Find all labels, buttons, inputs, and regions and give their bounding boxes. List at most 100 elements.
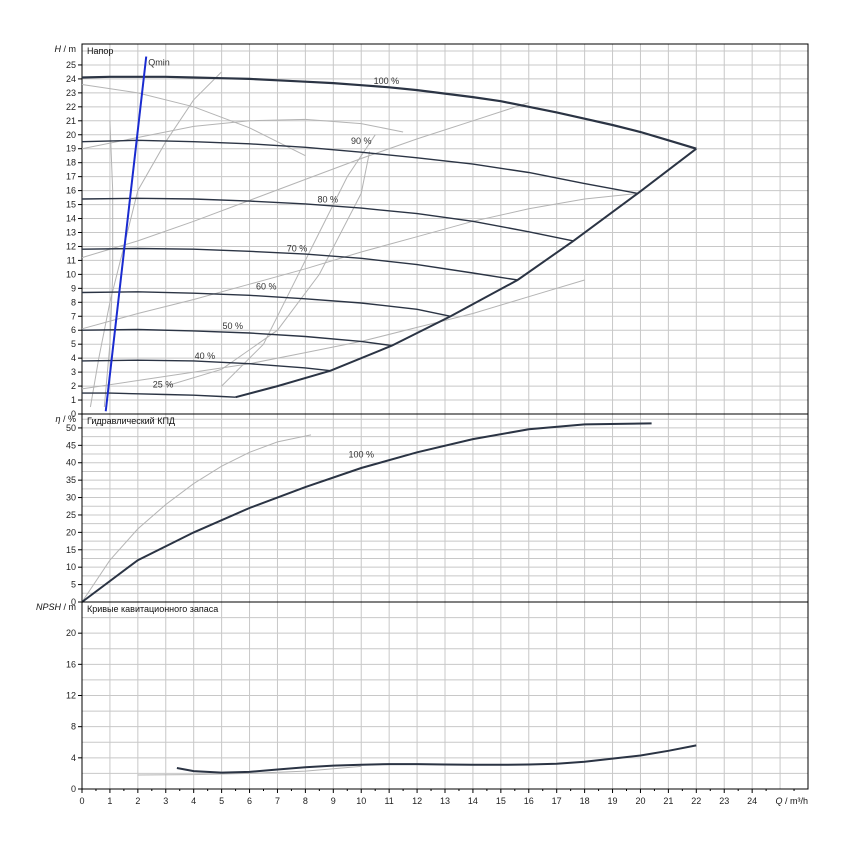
y-tick-label: 12 bbox=[66, 241, 76, 251]
series-curve bbox=[81, 422, 652, 603]
x-tick-label: 15 bbox=[496, 796, 506, 806]
y-tick-label: 3 bbox=[71, 367, 76, 377]
y-tick-label: 16 bbox=[66, 659, 76, 669]
series-curve bbox=[82, 392, 236, 398]
y-tick-label: 8 bbox=[71, 297, 76, 307]
y-tick-label: 40 bbox=[66, 458, 76, 468]
x-tick-label: 24 bbox=[747, 796, 757, 806]
x-tick-label: 12 bbox=[412, 796, 422, 806]
y-tick-label: 20 bbox=[66, 130, 76, 140]
y-tick-label: 2 bbox=[71, 381, 76, 391]
y-tick-label: 9 bbox=[71, 283, 76, 293]
series-curve bbox=[81, 139, 638, 195]
efficiency-iso-curve bbox=[221, 134, 376, 387]
y-tick-label: 4 bbox=[71, 753, 76, 763]
series-curve bbox=[81, 197, 574, 242]
x-tick-label: 16 bbox=[524, 796, 534, 806]
y-tick-label: 5 bbox=[71, 580, 76, 590]
curve-label: 40 % bbox=[195, 351, 216, 361]
x-tick-label: 4 bbox=[191, 796, 196, 806]
x-axis-label: Q / m³/h bbox=[775, 796, 808, 806]
y-tick-label: 8 bbox=[71, 722, 76, 732]
series-curve bbox=[81, 359, 331, 372]
curve-label: 100 % bbox=[374, 76, 400, 86]
y-axis-label: H / m bbox=[55, 44, 77, 54]
x-tick-label: 8 bbox=[303, 796, 308, 806]
y-tick-label: 15 bbox=[66, 200, 76, 210]
efficiency-iso-curve bbox=[103, 120, 114, 408]
y-tick-label: 12 bbox=[66, 691, 76, 701]
x-tick-label: 7 bbox=[275, 796, 280, 806]
curve-label: 70 % bbox=[287, 243, 308, 253]
y-tick-label: 0 bbox=[71, 784, 76, 794]
x-tick-label: 21 bbox=[663, 796, 673, 806]
curve-label: 50 % bbox=[223, 321, 244, 331]
y-tick-label: 15 bbox=[66, 545, 76, 555]
panel-title: Напор bbox=[87, 46, 113, 56]
x-tick-label: 13 bbox=[440, 796, 450, 806]
y-tick-label: 45 bbox=[66, 440, 76, 450]
y-tick-label: 6 bbox=[71, 325, 76, 335]
series-curve bbox=[81, 247, 518, 281]
series-curve bbox=[81, 328, 392, 347]
y-tick-label: 16 bbox=[66, 186, 76, 196]
y-tick-label: 35 bbox=[66, 475, 76, 485]
limit-curve bbox=[235, 147, 697, 399]
curve-label: 25 % bbox=[153, 379, 174, 389]
y-tick-label: 0 bbox=[71, 597, 76, 607]
efficiency-iso-curve bbox=[81, 84, 306, 157]
y-tick-label: 10 bbox=[66, 269, 76, 279]
y-tick-label: 30 bbox=[66, 493, 76, 503]
x-tick-label: 23 bbox=[719, 796, 729, 806]
x-tick-label: 14 bbox=[468, 796, 478, 806]
x-tick-label: 1 bbox=[107, 796, 112, 806]
y-tick-label: 19 bbox=[66, 144, 76, 154]
x-tick-label: 6 bbox=[247, 796, 252, 806]
y-tick-label: 4 bbox=[71, 353, 76, 363]
y-tick-label: 24 bbox=[66, 74, 76, 84]
y-tick-label: 13 bbox=[66, 227, 76, 237]
efficiency-iso-curve bbox=[137, 765, 362, 776]
x-tick-label: 9 bbox=[331, 796, 336, 806]
curve-label: 60 % bbox=[256, 282, 277, 292]
y-tick-label: 50 bbox=[66, 423, 76, 433]
x-tick-label: 10 bbox=[356, 796, 366, 806]
y-tick-label: 11 bbox=[67, 255, 76, 265]
y-tick-label: 25 bbox=[66, 510, 76, 520]
efficiency-panel: 0 5 10 15 20 25 30 35 40 45 50η / % Гидравлический … bbox=[55, 413, 809, 607]
panel-title: Кривые кавитационного запаса bbox=[87, 604, 218, 614]
y-tick-label: 17 bbox=[66, 172, 76, 182]
qmin-line bbox=[104, 56, 148, 412]
x-tick-label: 18 bbox=[580, 796, 590, 806]
x-tick-label: 17 bbox=[552, 796, 562, 806]
y-tick-label: 14 bbox=[66, 214, 76, 224]
curve-label: 80 % bbox=[317, 194, 338, 204]
efficiency-iso-curve bbox=[81, 434, 312, 603]
y-axis-label: NPSH / m bbox=[36, 602, 76, 612]
y-tick-label: 10 bbox=[66, 562, 76, 572]
head-panel: 0123456789101112131415161718192021222324… bbox=[55, 43, 809, 419]
x-tick-label: 5 bbox=[219, 796, 224, 806]
efficiency-iso-curve bbox=[81, 192, 638, 330]
series-curve bbox=[176, 744, 697, 774]
x-tick-label: 2 bbox=[135, 796, 140, 806]
x-tick-label: 19 bbox=[608, 796, 618, 806]
x-tick-label: 11 bbox=[384, 796, 393, 806]
y-tick-label: 22 bbox=[66, 102, 76, 112]
panel-title: Гидравлический КПД bbox=[87, 416, 175, 426]
y-axis-label: η / % bbox=[55, 414, 76, 424]
y-tick-label: 20 bbox=[66, 628, 76, 638]
series-curve bbox=[81, 75, 697, 150]
x-tick-label: 0 bbox=[79, 796, 84, 806]
y-tick-label: 18 bbox=[66, 158, 76, 168]
y-tick-label: 7 bbox=[71, 311, 76, 321]
y-tick-label: 1 bbox=[71, 395, 76, 405]
y-tick-label: 5 bbox=[71, 339, 76, 349]
efficiency-iso-curve bbox=[81, 102, 529, 259]
series-curve bbox=[81, 291, 451, 317]
x-tick-label: 20 bbox=[635, 796, 645, 806]
curve-label: 90 % bbox=[351, 136, 372, 146]
